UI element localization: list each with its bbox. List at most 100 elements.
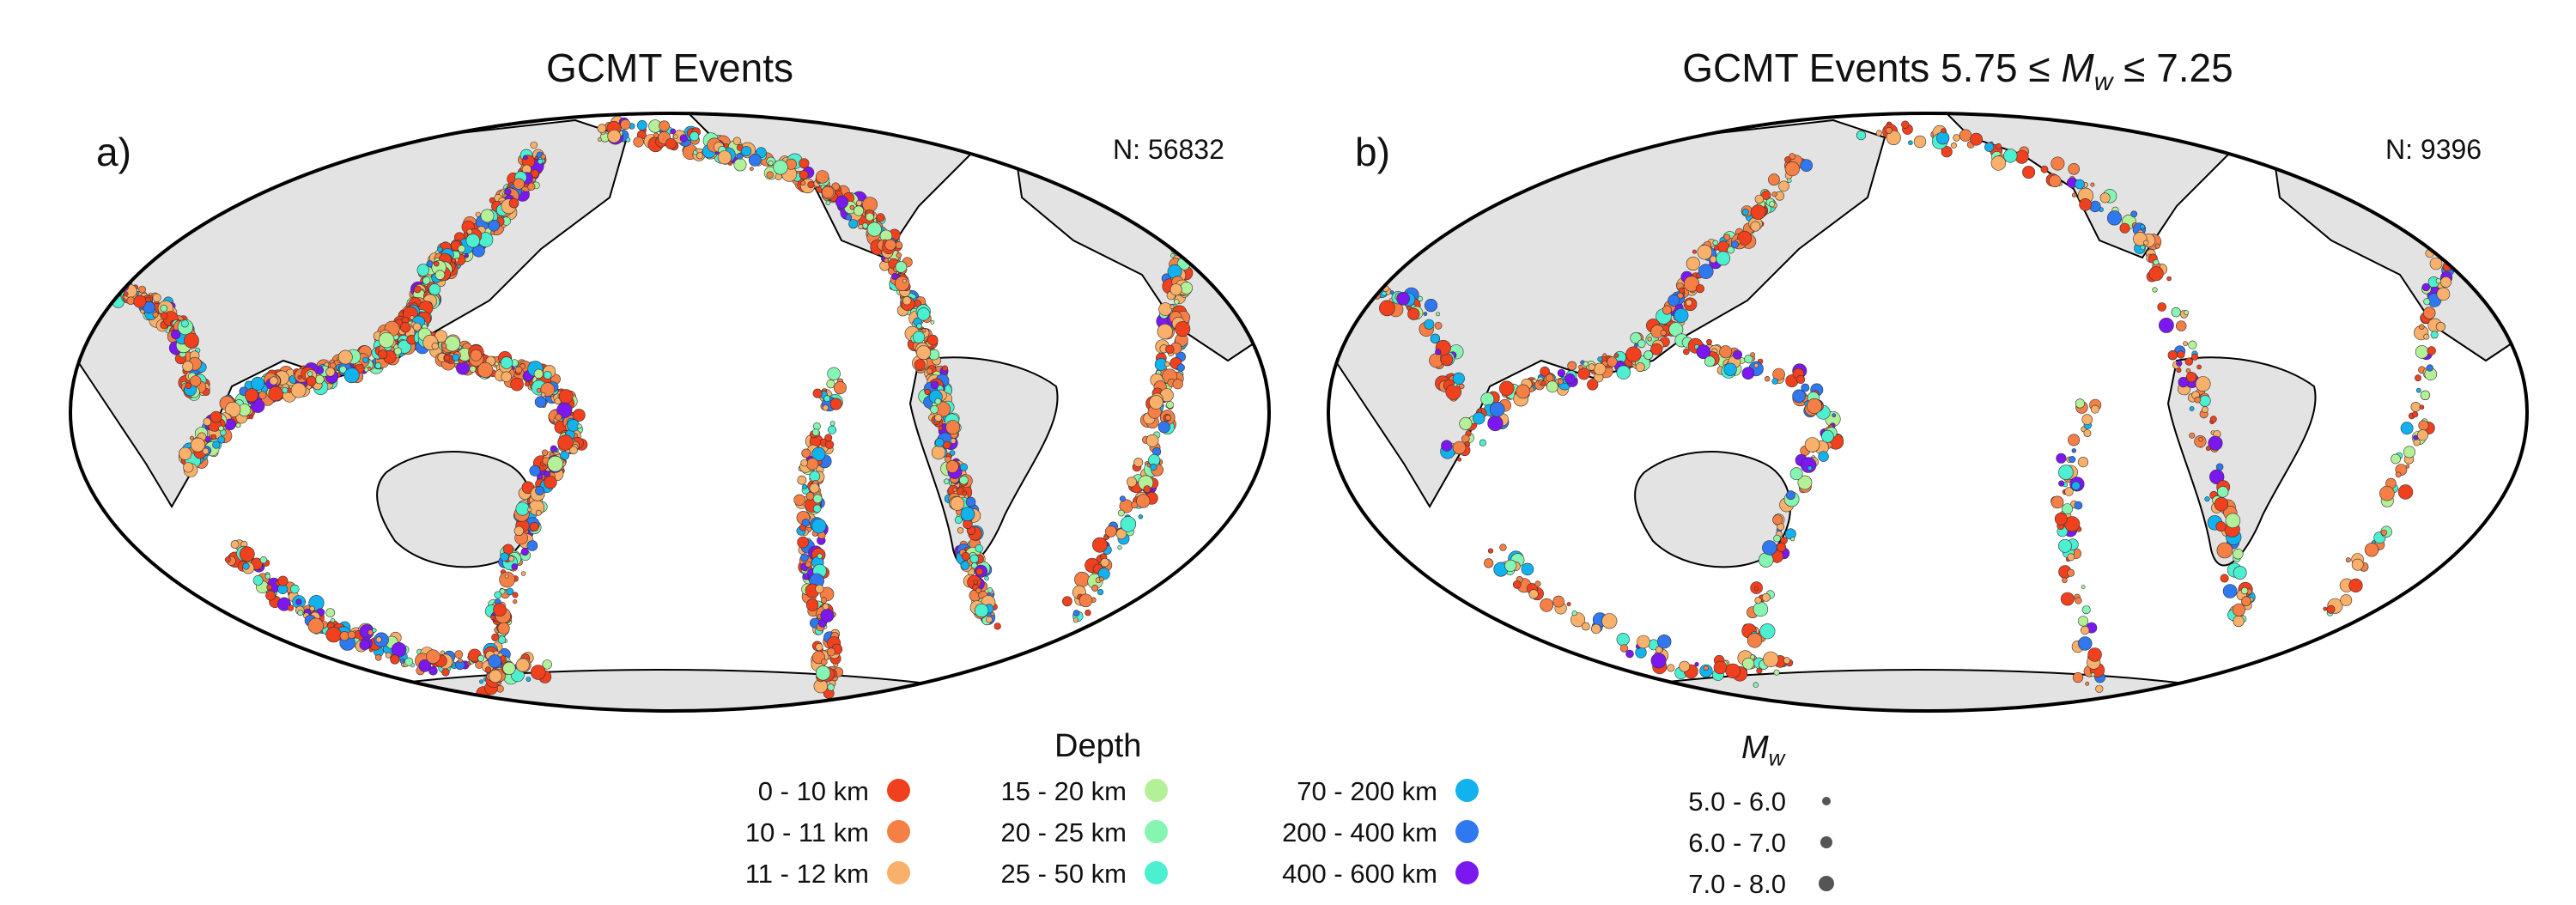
- earthquake-marker: [508, 197, 519, 209]
- earthquake-marker: [306, 375, 317, 386]
- earthquake-marker: [2233, 566, 2247, 580]
- earthquake-marker: [258, 391, 267, 399]
- earthquake-marker: [597, 124, 607, 133]
- earthquake-marker: [1750, 204, 1766, 220]
- earthquake-marker: [1072, 617, 1078, 623]
- earthquake-marker: [2058, 538, 2072, 553]
- earthquake-marker: [653, 132, 659, 138]
- earthquake-marker: [543, 370, 552, 380]
- earthquake-marker: [113, 274, 123, 282]
- earthquake-marker: [92, 251, 107, 266]
- earthquake-marker: [378, 349, 388, 360]
- earthquake-marker: [1750, 352, 1755, 358]
- earthquake-marker: [1995, 143, 2002, 150]
- earthquake-marker: [659, 120, 670, 132]
- earthquake-marker: [1695, 284, 1705, 294]
- earthquake-marker: [1149, 395, 1163, 410]
- earthquake-marker: [975, 568, 984, 576]
- earthquake-marker: [2439, 202, 2453, 216]
- earthquake-marker: [1856, 130, 1867, 141]
- earthquake-marker: [1773, 669, 1780, 676]
- earthquake-marker: [126, 296, 136, 305]
- earthquake-marker: [625, 137, 631, 143]
- earthquake-marker: [374, 653, 382, 661]
- earthquake-marker: [1552, 595, 1564, 608]
- earthquake-marker: [470, 349, 483, 361]
- earthquake-marker: [2434, 191, 2448, 203]
- earthquake-marker: [916, 323, 922, 330]
- earthquake-marker: [2415, 161, 2427, 175]
- earthquake-marker: [1723, 234, 1731, 241]
- earthquake-marker: [2185, 372, 2197, 383]
- earthquake-marker: [400, 322, 411, 333]
- earthquake-marker: [1382, 291, 1387, 296]
- earthquake-marker: [797, 475, 807, 485]
- earthquake-marker: [1786, 490, 1795, 501]
- earthquake-marker: [426, 649, 440, 665]
- earthquake-marker: [2451, 248, 2457, 254]
- earthquake-marker: [2050, 156, 2065, 171]
- earthquake-marker: [437, 246, 443, 252]
- earthquake-marker: [477, 654, 485, 662]
- earthquake-marker: [2081, 414, 2093, 425]
- earthquake-marker: [1186, 240, 1195, 250]
- earthquake-marker: [1504, 559, 1517, 573]
- earthquake-marker: [2202, 406, 2208, 413]
- earthquake-marker: [1769, 201, 1776, 208]
- earthquake-marker: [495, 361, 499, 367]
- earthquake-marker: [289, 584, 300, 594]
- earthquake-marker: [984, 575, 989, 581]
- earthquake-marker: [290, 382, 307, 398]
- earthquake-marker: [526, 540, 538, 551]
- earthquake-marker: [2154, 243, 2160, 249]
- mw-swatch: [1822, 797, 1831, 805]
- earthquake-marker: [2403, 446, 2415, 459]
- earthquake-marker: [92, 260, 104, 272]
- earthquake-marker: [1176, 216, 1186, 225]
- earthquake-marker: [1424, 299, 1438, 313]
- earthquake-marker: [1730, 240, 1739, 249]
- earthquake-marker: [458, 658, 463, 664]
- earthquake-marker: [550, 445, 557, 452]
- earthquake-marker: [1583, 361, 1589, 367]
- earthquake-marker: [1686, 256, 1700, 271]
- earthquake-marker: [330, 617, 336, 623]
- earthquake-marker: [2099, 192, 2111, 203]
- earthquake-marker: [1091, 584, 1099, 592]
- earthquake-marker: [2080, 625, 2090, 635]
- earthquake-marker: [961, 551, 970, 561]
- earthquake-marker: [1625, 346, 1642, 362]
- earthquake-marker: [2198, 436, 2203, 442]
- earthquake-marker: [558, 389, 574, 404]
- earthquake-marker: [1534, 580, 1541, 587]
- earthquake-marker: [2058, 480, 2065, 487]
- earthquake-marker: [123, 291, 129, 296]
- earthquake-marker: [106, 282, 116, 292]
- earthquake-marker: [1990, 155, 2007, 171]
- earthquake-marker: [938, 425, 944, 431]
- earthquake-marker: [1512, 580, 1522, 589]
- earthquake-marker: [2216, 486, 2229, 498]
- earthquake-marker: [494, 591, 502, 599]
- earthquake-marker: [2177, 350, 2185, 359]
- earthquake-marker: [404, 657, 414, 666]
- earthquake-marker: [891, 272, 899, 280]
- earthquake-marker: [1158, 164, 1170, 175]
- earthquake-marker: [2410, 402, 2421, 412]
- earthquake-marker: [102, 286, 112, 295]
- mw-legend-title: Mw: [1741, 730, 1785, 771]
- earthquake-marker: [2379, 485, 2395, 501]
- earthquake-marker: [94, 254, 110, 270]
- earthquake-marker: [1590, 623, 1601, 635]
- earthquake-marker: [1694, 661, 1699, 667]
- earthquake-marker: [1679, 660, 1691, 672]
- earthquake-marker: [1171, 164, 1188, 180]
- earthquake-marker: [265, 590, 276, 601]
- earthquake-marker: [2060, 592, 2075, 606]
- earthquake-marker: [2074, 501, 2083, 510]
- earthquake-marker: [82, 250, 90, 257]
- earthquake-marker: [1795, 374, 1806, 385]
- earthquake-marker: [1885, 126, 1893, 134]
- earthquake-marker: [1170, 153, 1185, 167]
- earthquake-marker: [103, 284, 111, 292]
